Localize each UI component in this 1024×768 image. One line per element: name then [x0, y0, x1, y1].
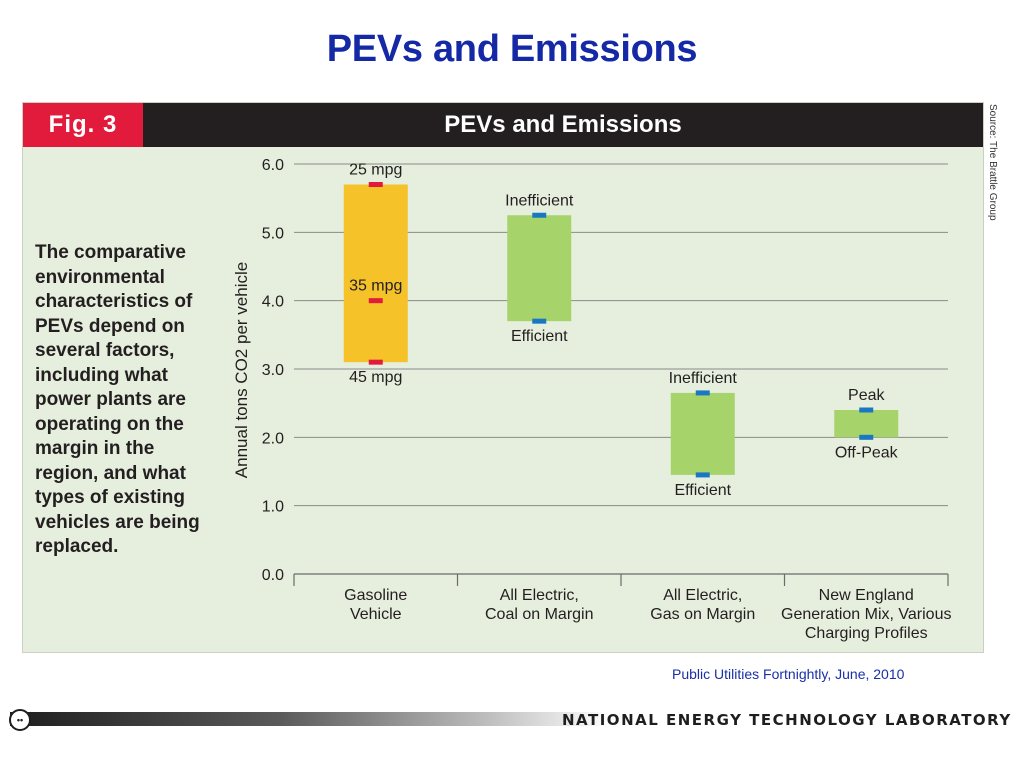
- x-category-label: Vehicle: [350, 606, 402, 623]
- marker-label: 35 mpg: [349, 278, 402, 295]
- y-tick-label: 6.0: [262, 157, 284, 174]
- marker-label: Inefficient: [669, 370, 738, 387]
- x-category-label: All Electric,: [500, 587, 579, 604]
- footer-organization: NATIONAL ENERGY TECHNOLOGY LABORATORY: [562, 711, 1012, 729]
- x-category-label: Gas on Margin: [650, 606, 755, 623]
- x-category-label: All Electric,: [663, 587, 742, 604]
- range-bar: [343, 184, 408, 363]
- range-bar: [670, 392, 735, 475]
- marker-label: Efficient: [674, 482, 731, 499]
- range-marker: [695, 390, 710, 396]
- y-tick-label: 0.0: [262, 567, 284, 584]
- marker-label: Peak: [848, 387, 885, 404]
- marker-label: Off-Peak: [835, 444, 899, 461]
- range-marker: [695, 472, 710, 478]
- range-marker: [859, 407, 874, 413]
- range-marker: [532, 212, 547, 218]
- x-category-label: Gasoline: [344, 587, 407, 604]
- netl-logo-icon: ••: [9, 709, 31, 731]
- y-tick-label: 2.0: [262, 430, 284, 447]
- y-tick-label: 3.0: [262, 362, 284, 379]
- slide-title: PEVs and Emissions: [326, 28, 698, 70]
- footer-bar: [10, 712, 610, 726]
- figure-title: PEVs and Emissions: [444, 111, 682, 138]
- range-bar: [834, 410, 899, 438]
- figure-panel: Fig. 3 PEVs and Emissions The comparativ…: [22, 102, 984, 653]
- marker-label: 45 mpg: [349, 369, 402, 386]
- y-tick-label: 5.0: [262, 225, 284, 242]
- range-marker: [859, 434, 874, 440]
- range-bar: [507, 215, 572, 322]
- range-marker: [368, 359, 383, 365]
- y-axis-label: Annual tons CO2 per vehicle: [232, 262, 251, 478]
- x-category-label: Charging Profiles: [805, 625, 928, 642]
- figure-header: Fig. 3 PEVs and Emissions: [23, 103, 983, 147]
- marker-label: Inefficient: [505, 192, 574, 209]
- x-category-label: New England: [819, 587, 914, 604]
- x-category-label: Coal on Margin: [485, 606, 594, 623]
- y-tick-label: 1.0: [262, 499, 284, 516]
- figure-label: Fig. 3: [23, 103, 143, 147]
- marker-label: 25 mpg: [349, 162, 402, 179]
- range-marker: [368, 298, 383, 304]
- range-marker: [368, 182, 383, 187]
- marker-label: Efficient: [511, 328, 568, 345]
- y-tick-label: 4.0: [262, 294, 284, 311]
- figure-description: The comparative environmental characteri…: [35, 242, 200, 557]
- range-marker: [532, 318, 547, 324]
- x-category-label: Generation Mix, Various: [781, 606, 951, 623]
- citation: Public Utilities Fortnightly, June, 2010: [672, 666, 905, 682]
